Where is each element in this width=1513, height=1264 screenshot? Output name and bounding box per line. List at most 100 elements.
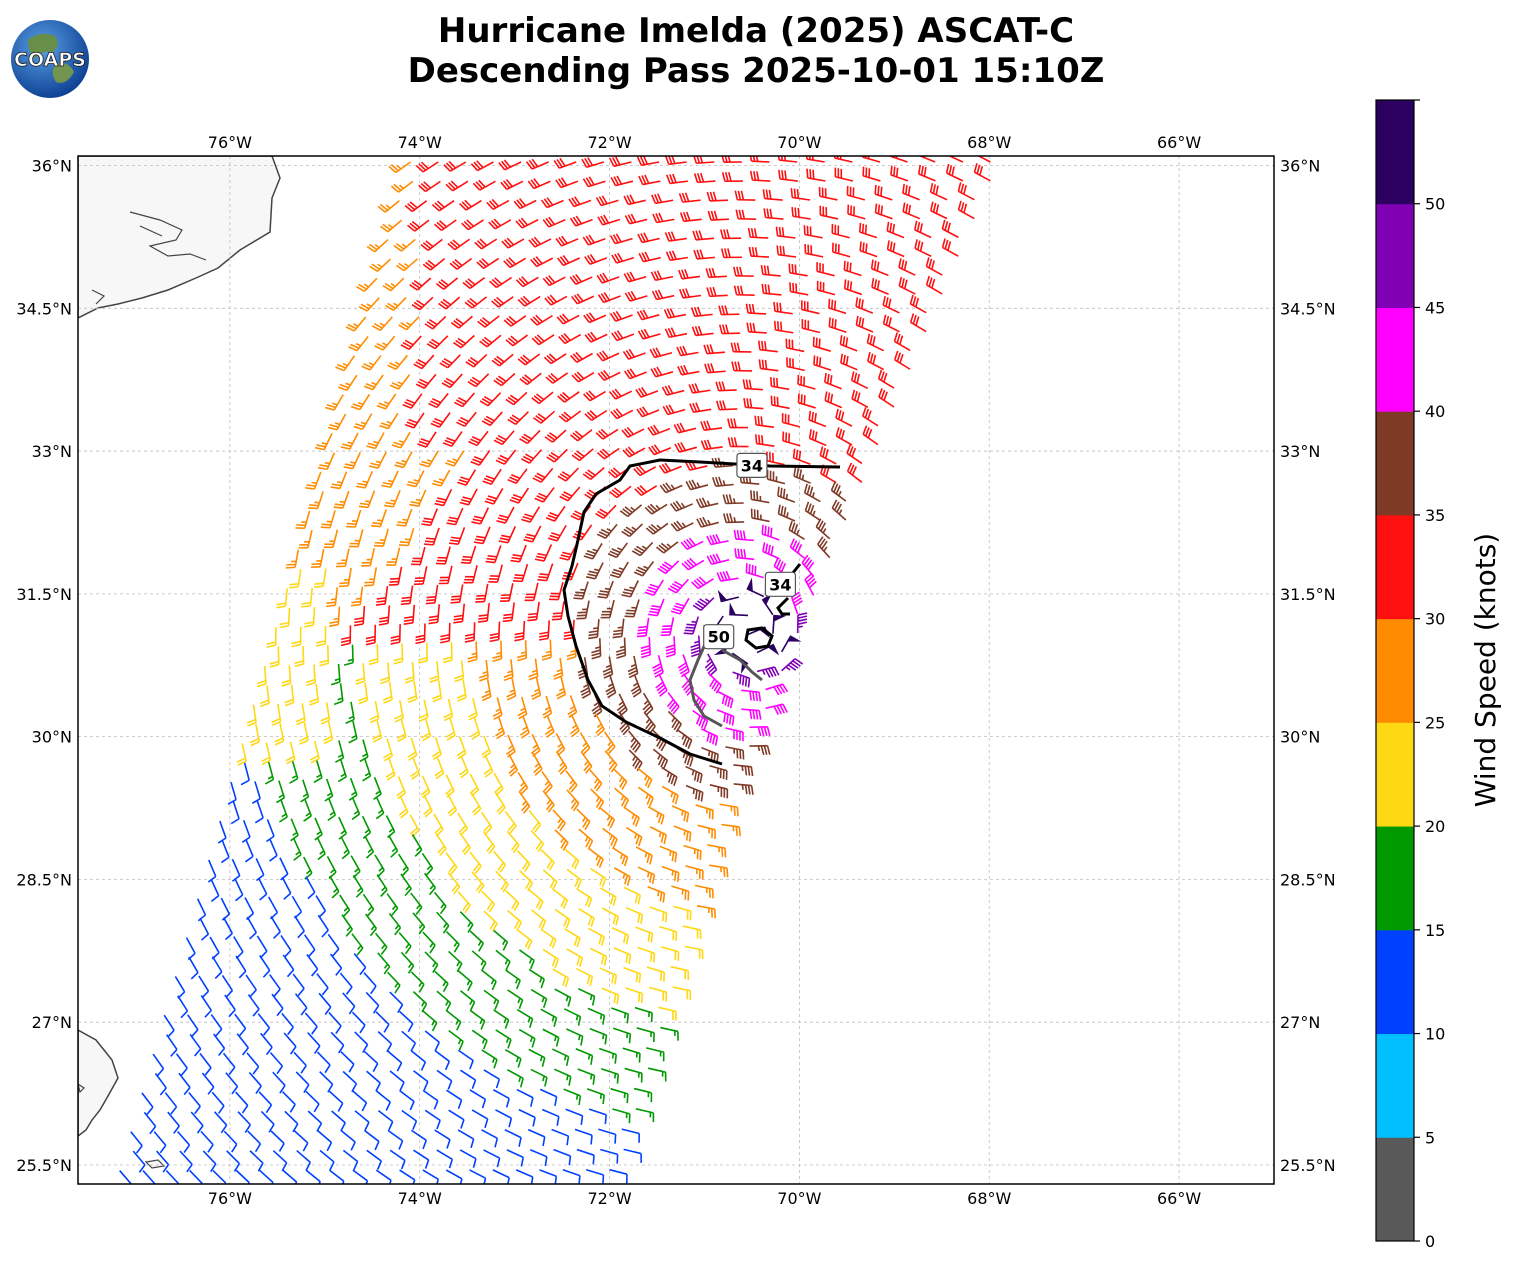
wind-barb bbox=[387, 971, 401, 994]
wind-barb bbox=[507, 989, 524, 1009]
wind-barb bbox=[340, 625, 352, 647]
wind-barb bbox=[745, 563, 764, 579]
wind-barb bbox=[519, 372, 542, 386]
wind-barb bbox=[633, 465, 657, 477]
wind-barb bbox=[704, 653, 718, 677]
wind-barb bbox=[368, 643, 379, 666]
wind-barb bbox=[569, 273, 593, 285]
wind-barb bbox=[304, 1012, 318, 1035]
wind-barb bbox=[542, 216, 566, 228]
wind-barb bbox=[506, 1149, 524, 1167]
wind-barb bbox=[521, 506, 541, 523]
wind-barb bbox=[279, 607, 291, 629]
wind-barb bbox=[467, 373, 490, 388]
wind-barb bbox=[518, 1028, 536, 1048]
wind-barb bbox=[658, 462, 682, 474]
wind-barb bbox=[914, 239, 932, 258]
wind-barb bbox=[555, 676, 567, 700]
wind-barb bbox=[423, 794, 433, 818]
wind-barb bbox=[597, 369, 621, 382]
wind-barb bbox=[722, 494, 744, 505]
wind-barb bbox=[624, 290, 648, 302]
wind-barb bbox=[586, 562, 604, 580]
wind-barb bbox=[719, 803, 739, 817]
wind-barb bbox=[696, 516, 719, 528]
wind-barb bbox=[678, 269, 701, 280]
wind-barb bbox=[644, 503, 668, 515]
wind-barb bbox=[528, 1048, 546, 1067]
wind-barb bbox=[429, 661, 440, 683]
wind-barb bbox=[746, 577, 765, 598]
wind-barb bbox=[293, 1130, 309, 1152]
wind-barb bbox=[517, 295, 541, 307]
wind-barb bbox=[788, 263, 808, 277]
wind-barb bbox=[515, 1169, 534, 1184]
wind-barb bbox=[781, 658, 804, 672]
wind-barb bbox=[582, 234, 606, 246]
wind-barb bbox=[156, 1150, 170, 1173]
wind-barb bbox=[119, 1170, 133, 1184]
wind-barb bbox=[330, 1031, 345, 1054]
wind-barb bbox=[601, 987, 620, 1005]
wind-barb bbox=[582, 176, 606, 188]
wind-barb bbox=[471, 1029, 488, 1050]
wind-barb bbox=[733, 764, 754, 777]
wind-barb bbox=[650, 270, 674, 282]
wind-barb bbox=[254, 800, 264, 824]
wind-barb bbox=[375, 1169, 392, 1184]
wind-barb bbox=[431, 469, 451, 487]
wind-barb bbox=[271, 993, 284, 1017]
wind-barb bbox=[676, 728, 693, 749]
wind-barb bbox=[362, 893, 375, 917]
wind-barb bbox=[396, 719, 407, 743]
colorbar-tick-label: 5 bbox=[1425, 1128, 1435, 1147]
wind-barb bbox=[470, 449, 491, 466]
wind-barb bbox=[555, 733, 566, 757]
wind-barb bbox=[266, 627, 277, 649]
wind-barb bbox=[423, 872, 437, 896]
wind-barb bbox=[750, 508, 770, 523]
wind-barb bbox=[588, 1108, 607, 1125]
wind-barb bbox=[527, 1128, 546, 1147]
wind-barb bbox=[431, 200, 455, 212]
wind-barb bbox=[353, 605, 366, 627]
wind-barb bbox=[539, 1088, 558, 1106]
wind-barb bbox=[597, 214, 621, 226]
wind-barb bbox=[600, 1067, 620, 1084]
colorbar-tick-label: 45 bbox=[1425, 298, 1445, 317]
wind-barb bbox=[756, 643, 780, 656]
wind-barb bbox=[605, 675, 617, 699]
wind-barb bbox=[323, 529, 339, 549]
wind-barb bbox=[413, 354, 435, 370]
wind-barb bbox=[359, 739, 369, 763]
wind-barb bbox=[413, 1149, 430, 1169]
wind-barb bbox=[445, 1169, 463, 1184]
wind-barb bbox=[574, 1128, 593, 1145]
wind-barb bbox=[457, 891, 471, 914]
wind-barb bbox=[435, 546, 451, 565]
wind-barb bbox=[644, 579, 664, 596]
island-small bbox=[144, 1159, 166, 1169]
wind-barb bbox=[584, 253, 608, 265]
wind-barb bbox=[303, 798, 313, 822]
colorbar-label: Wind Speed (knots) bbox=[1469, 533, 1502, 807]
wind-barb bbox=[351, 933, 364, 956]
wind-barb bbox=[315, 433, 333, 451]
wind-barb bbox=[683, 844, 702, 861]
wind-barb bbox=[457, 1049, 474, 1070]
lat-label-left: 33°N bbox=[32, 442, 72, 461]
wind-barb bbox=[519, 949, 535, 970]
wind-barb bbox=[505, 969, 521, 990]
wind-barb bbox=[621, 426, 645, 438]
wind-barb bbox=[282, 954, 295, 978]
wind-barb bbox=[638, 251, 662, 263]
wind-barb bbox=[613, 867, 631, 886]
wind-barb bbox=[471, 1109, 489, 1129]
wind-barb bbox=[329, 953, 343, 976]
wind-barb bbox=[424, 1109, 441, 1130]
wind-barb bbox=[456, 411, 477, 428]
wind-barb bbox=[516, 1088, 534, 1107]
wind-barb bbox=[757, 340, 778, 353]
wind-barb bbox=[335, 355, 356, 372]
wind-barb bbox=[789, 282, 809, 296]
